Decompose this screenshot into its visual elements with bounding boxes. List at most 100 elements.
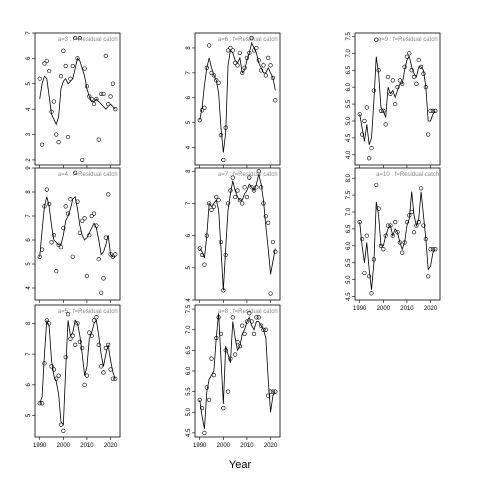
data-point bbox=[374, 182, 379, 188]
data-point bbox=[103, 53, 108, 58]
data-point bbox=[390, 233, 395, 238]
data-point bbox=[68, 76, 73, 81]
data-point bbox=[381, 247, 386, 252]
y-tick-label: 7 bbox=[186, 201, 192, 205]
data-point bbox=[362, 270, 367, 276]
data-point bbox=[433, 108, 438, 113]
data-point bbox=[383, 233, 388, 238]
data-point bbox=[51, 233, 56, 238]
data-point bbox=[89, 213, 94, 219]
data-point bbox=[42, 61, 47, 66]
data-point bbox=[68, 197, 73, 202]
y-tick-label: 4 bbox=[26, 286, 32, 290]
data-point bbox=[256, 169, 261, 174]
data-point bbox=[256, 315, 261, 320]
y-tick-label: 5.5 bbox=[346, 99, 352, 108]
data-point bbox=[73, 342, 78, 348]
data-point bbox=[388, 91, 393, 97]
data-point bbox=[374, 37, 379, 42]
data-point bbox=[230, 315, 235, 320]
data-point bbox=[249, 319, 254, 324]
y-tick-label: 6.5 bbox=[346, 224, 352, 233]
data-point bbox=[233, 60, 238, 65]
data-point bbox=[421, 223, 426, 228]
data-point bbox=[87, 330, 92, 335]
x-tick-label: 2000 bbox=[57, 443, 71, 449]
data-point bbox=[37, 401, 42, 406]
data-point bbox=[80, 345, 85, 351]
x-tick-label: 2010 bbox=[400, 306, 414, 312]
data-point bbox=[51, 367, 56, 372]
data-point bbox=[362, 118, 367, 124]
y-tick-label: 6 bbox=[186, 95, 192, 99]
y-tick-label: 5 bbox=[186, 265, 192, 269]
data-point bbox=[266, 393, 271, 398]
data-point bbox=[70, 254, 75, 259]
data-point bbox=[376, 206, 381, 211]
data-point bbox=[364, 105, 369, 110]
data-point bbox=[61, 225, 66, 231]
y-tick-label: 6 bbox=[26, 382, 32, 386]
data-point bbox=[270, 389, 276, 394]
data-point bbox=[393, 101, 398, 107]
data-point bbox=[247, 175, 252, 180]
y-tick-label: 6.5 bbox=[186, 346, 192, 355]
data-point bbox=[94, 96, 99, 102]
data-point bbox=[259, 323, 264, 328]
x-tick-label: 2000 bbox=[377, 306, 391, 312]
data-point bbox=[207, 397, 212, 402]
data-point bbox=[84, 373, 90, 378]
y-tick-label: 4 bbox=[186, 145, 192, 149]
data-point bbox=[63, 204, 68, 209]
data-point bbox=[242, 185, 247, 190]
y-tick-label: 4.5 bbox=[346, 133, 352, 142]
data-point bbox=[364, 233, 369, 238]
data-point bbox=[44, 58, 49, 64]
y-tick-label: 6.0 bbox=[346, 241, 352, 250]
data-point bbox=[113, 376, 118, 381]
data-point bbox=[414, 223, 419, 228]
data-point bbox=[211, 373, 216, 378]
data-point bbox=[419, 186, 424, 191]
y-tick-label: 8 bbox=[26, 190, 32, 194]
data-point bbox=[61, 48, 66, 53]
data-point bbox=[61, 428, 66, 433]
data-point bbox=[73, 170, 78, 175]
panel-frame bbox=[34, 32, 121, 166]
data-point bbox=[237, 50, 242, 56]
data-point bbox=[96, 342, 101, 348]
data-point bbox=[49, 364, 54, 369]
data-point bbox=[411, 74, 417, 80]
data-point bbox=[261, 63, 266, 68]
data-point bbox=[101, 91, 106, 97]
fit-line bbox=[199, 41, 276, 153]
data-point bbox=[65, 134, 71, 140]
y-tick-label: 6 bbox=[186, 233, 192, 237]
data-point bbox=[251, 188, 257, 193]
data-point bbox=[273, 98, 278, 103]
data-point bbox=[235, 188, 240, 193]
data-point bbox=[385, 74, 391, 80]
data-point bbox=[249, 35, 254, 41]
data-point bbox=[58, 245, 64, 250]
y-tick-label: 5.0 bbox=[346, 116, 352, 125]
y-tick-label: 7 bbox=[26, 31, 32, 35]
panel-annotation: a=10 : f=Residual catch bbox=[376, 172, 439, 178]
fit-line bbox=[39, 195, 116, 258]
data-point bbox=[221, 406, 226, 411]
y-tick-label: 5 bbox=[186, 120, 192, 124]
data-point bbox=[58, 422, 64, 427]
data-point bbox=[263, 73, 268, 78]
data-point bbox=[70, 63, 75, 69]
data-point bbox=[51, 99, 56, 104]
y-tick-label: 7 bbox=[26, 352, 32, 356]
data-point bbox=[77, 35, 82, 41]
data-point bbox=[251, 331, 257, 336]
data-point bbox=[101, 370, 106, 375]
panel-annotation: a=3 : f=Residual catch bbox=[58, 37, 118, 43]
data-point bbox=[211, 204, 216, 209]
data-point bbox=[54, 269, 59, 274]
data-point bbox=[369, 291, 374, 296]
data-point bbox=[47, 68, 52, 74]
data-point bbox=[263, 327, 268, 332]
